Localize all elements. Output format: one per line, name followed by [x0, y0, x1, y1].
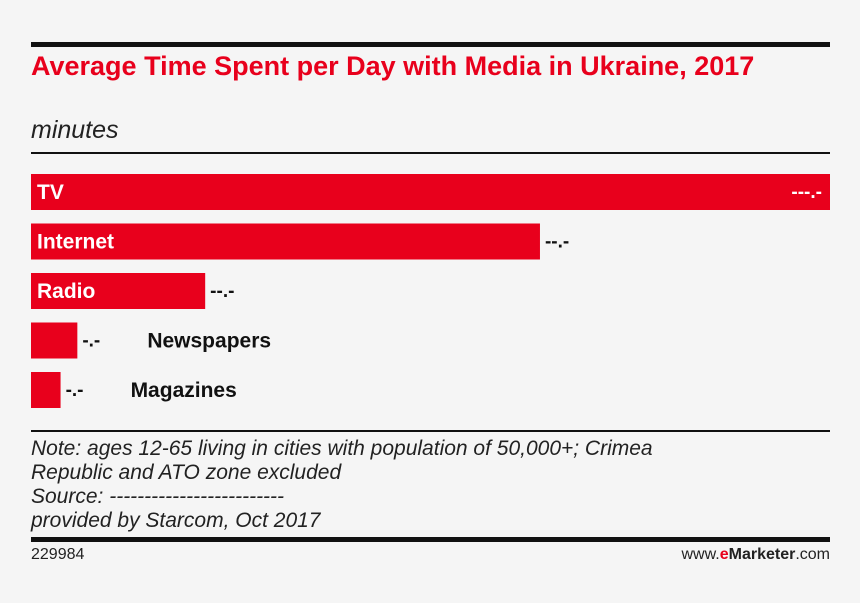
- note-line: Republic and ATO zone excluded: [31, 461, 342, 484]
- category-label: Newspapers: [147, 330, 271, 353]
- chart-notes: Note: ages 12-65 living in cities with p…: [31, 437, 821, 533]
- bar-radio: [31, 273, 206, 309]
- value-label: -.-: [66, 380, 84, 401]
- brand-suffix: .com: [795, 546, 830, 563]
- category-label: TV: [37, 181, 64, 204]
- provider-line: provided by Starcom, Oct 2017: [31, 509, 321, 532]
- value-label: -.-: [82, 331, 100, 352]
- bottom-rule: [31, 537, 830, 542]
- bar-tv: [31, 174, 830, 210]
- brand-name: Marketer: [728, 546, 796, 563]
- bar-newspapers: [31, 322, 78, 359]
- value-label: ---.-: [791, 182, 822, 203]
- chart-subtitle: minutes: [31, 116, 119, 144]
- source-line: Source: -------------------------: [31, 485, 285, 508]
- chart-title: Average Time Spent per Day with Media in…: [31, 51, 755, 81]
- notes-divider: [31, 430, 830, 432]
- bar-magazines: [31, 372, 61, 408]
- brand-link[interactable]: www.eMarketer.com: [681, 546, 830, 564]
- category-label: Magazines: [131, 379, 237, 402]
- chart-id: 229984: [31, 546, 85, 563]
- top-rule: [31, 42, 830, 47]
- value-label: --.-: [545, 232, 569, 253]
- note-line: Note: ages 12-65 living in cities with p…: [31, 437, 653, 460]
- brand-prefix: www.: [681, 546, 720, 563]
- bar-internet: [31, 223, 540, 260]
- category-label: Internet: [37, 231, 114, 254]
- title-divider: [31, 152, 830, 154]
- category-label: Radio: [37, 280, 95, 303]
- value-label: --.-: [210, 281, 234, 302]
- brand-e: e: [719, 546, 729, 563]
